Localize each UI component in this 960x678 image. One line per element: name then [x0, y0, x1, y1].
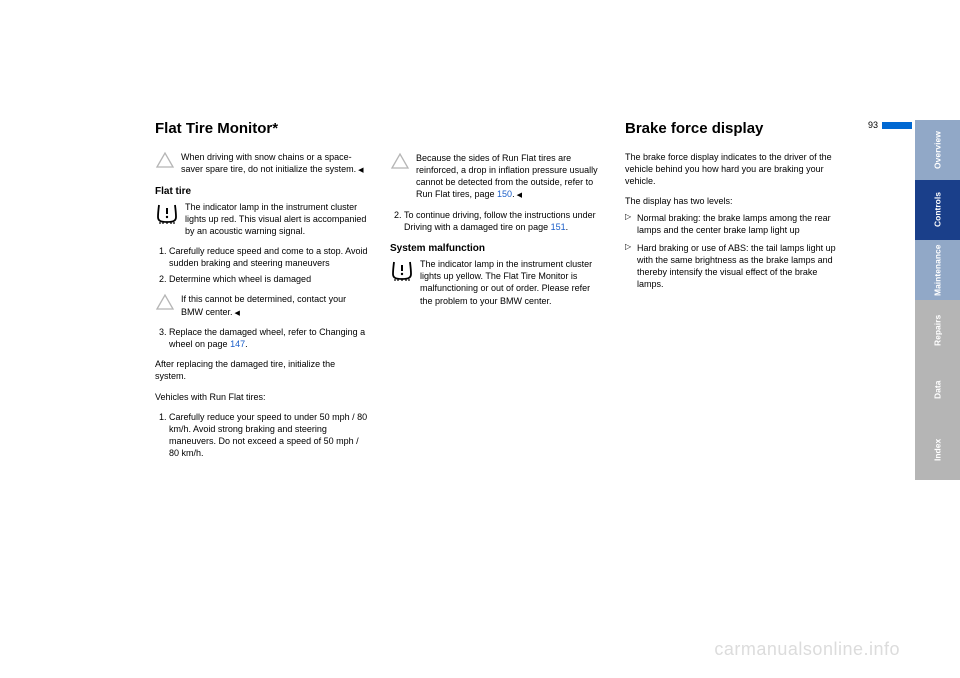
list-item: To continue driving, follow the instruct… — [404, 209, 603, 233]
paragraph-runflat: Vehicles with Run Flat tires: — [155, 391, 368, 403]
paragraph-reinit: After replacing the damaged tire, initia… — [155, 358, 368, 382]
bullet-list-levels: Normal braking: the brake lamps among th… — [625, 212, 838, 291]
column-2: Because the sides of Run Flat tires are … — [390, 120, 603, 467]
page-link-147[interactable]: 147 — [230, 339, 245, 349]
note-text: When driving with snow chains or a space… — [181, 151, 368, 176]
caution-icon — [390, 152, 410, 170]
caution-icon — [155, 293, 175, 311]
tab-data[interactable]: Data — [915, 360, 960, 420]
ordered-list-replace: Replace the damaged wheel, refer to Chan… — [155, 326, 368, 350]
tab-repairs[interactable]: Repairs — [915, 300, 960, 360]
tab-overview[interactable]: Overview — [915, 120, 960, 180]
note-contact-center: If this cannot be determined, contact yo… — [155, 293, 368, 318]
list-item: Replace the damaged wheel, refer to Chan… — [169, 326, 368, 350]
list-item: Determine which wheel is damaged — [169, 273, 368, 285]
list-item: Carefully reduce your speed to under 50 … — [169, 411, 368, 460]
watermark: carmanualsonline.info — [714, 639, 900, 660]
sidebar-tabs: Overview Controls Maintenance Repairs Da… — [915, 120, 960, 480]
note-runflat-sides: Because the sides of Run Flat tires are … — [390, 152, 603, 201]
paragraph-bf-levels: The display has two levels: — [625, 195, 838, 207]
page-link-150[interactable]: 150 — [497, 189, 512, 199]
subheading-flat-tire: Flat tire — [155, 186, 368, 197]
note-indicator-yellow: The indicator lamp in the instrument clu… — [390, 258, 603, 307]
ordered-list-runflat: Carefully reduce your speed to under 50 … — [155, 411, 368, 460]
tire-warning-icon — [155, 201, 179, 225]
tab-controls[interactable]: Controls — [915, 180, 960, 240]
paragraph-bf-intro: The brake force display indicates to the… — [625, 151, 838, 187]
page-number-block: 93 — [868, 120, 912, 130]
heading-brake-force: Brake force display — [625, 120, 838, 137]
note-text: If this cannot be determined, contact yo… — [181, 293, 368, 318]
column-3: Brake force display The brake force disp… — [625, 120, 838, 467]
tab-maintenance[interactable]: Maintenance — [915, 240, 960, 300]
note-text: The indicator lamp in the instrument clu… — [420, 258, 603, 307]
blue-bar-icon — [882, 122, 912, 129]
column-1: Flat Tire Monitor* When driving with sno… — [155, 120, 368, 467]
list-item: Hard braking or use of ABS: the tail lam… — [635, 242, 838, 291]
list-item: Normal braking: the brake lamps among th… — [635, 212, 838, 236]
heading-flat-tire-monitor: Flat Tire Monitor* — [155, 120, 368, 137]
caution-icon — [155, 151, 175, 169]
ordered-list-actions: Carefully reduce speed and come to a sto… — [155, 245, 368, 285]
tire-warning-icon — [390, 258, 414, 282]
tab-index[interactable]: Index — [915, 420, 960, 480]
subheading-malfunction: System malfunction — [390, 243, 603, 254]
note-text: The indicator lamp in the instrument clu… — [185, 201, 368, 237]
page-link-151[interactable]: 151 — [551, 222, 566, 232]
ordered-list-continue: To continue driving, follow the instruct… — [390, 209, 603, 233]
page-number: 93 — [868, 120, 878, 130]
list-item: Carefully reduce speed and come to a sto… — [169, 245, 368, 269]
note-snow-chains: When driving with snow chains or a space… — [155, 151, 368, 176]
note-indicator-red: The indicator lamp in the instrument clu… — [155, 201, 368, 237]
note-text: Because the sides of Run Flat tires are … — [416, 152, 603, 201]
